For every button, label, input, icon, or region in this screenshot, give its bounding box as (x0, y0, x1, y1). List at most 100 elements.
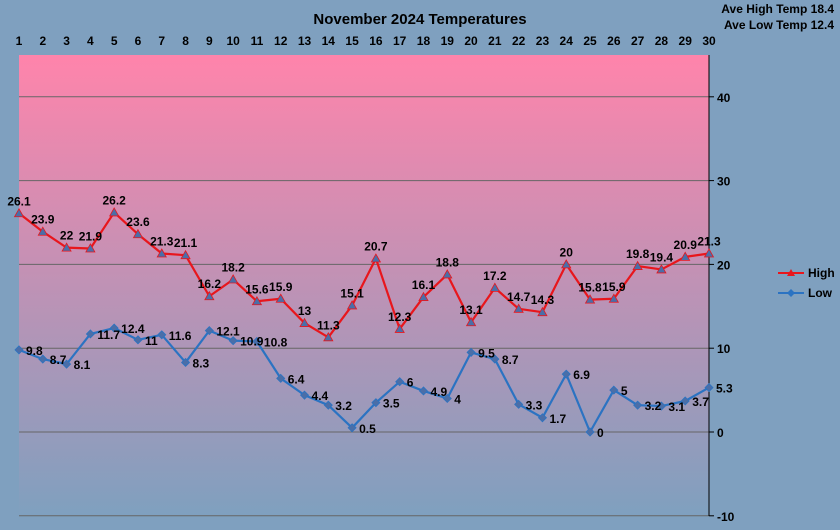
high-data-label: 18.2 (221, 260, 245, 274)
x-tick-label: 29 (679, 34, 693, 48)
x-tick-label: 2 (39, 34, 46, 48)
high-data-label: 15.1 (340, 286, 364, 300)
low-point (704, 383, 714, 393)
high-data-label: 23.6 (126, 215, 150, 229)
high-point (608, 293, 620, 303)
x-tick-label: 15 (345, 34, 359, 48)
high-data-label: 21.9 (79, 229, 103, 243)
y-tick-label: 30 (717, 175, 731, 189)
x-tick-label: 5 (111, 34, 118, 48)
x-tick-label: 6 (135, 34, 142, 48)
low-point (633, 400, 643, 410)
low-data-label: 5 (621, 384, 628, 398)
high-point (346, 300, 358, 310)
high-point (108, 207, 120, 217)
high-point (703, 248, 715, 258)
high-point (204, 290, 215, 301)
legend-item-high: High (778, 266, 835, 280)
x-tick-label: 11 (251, 34, 264, 48)
high-point (180, 249, 191, 260)
x-tick-label: 24 (560, 34, 574, 48)
high-point (370, 253, 382, 263)
low-point (62, 359, 72, 369)
x-tick-label: 23 (536, 34, 550, 48)
legend-high-marker (787, 269, 795, 276)
x-tick-label: 17 (393, 34, 407, 48)
low-point (347, 423, 357, 433)
low-data-label: 9.5 (478, 346, 495, 360)
high-point (323, 331, 334, 342)
legend-low-label: Low (808, 286, 833, 300)
x-tick-label: 20 (464, 34, 478, 48)
low-point (418, 386, 429, 396)
low-data-label: 4.9 (430, 385, 447, 399)
high-data-label: 13 (298, 304, 312, 318)
high-point (37, 226, 48, 236)
low-data-label: 5.3 (716, 382, 733, 396)
high-point (465, 316, 477, 327)
high-data-label: 19.8 (626, 247, 650, 261)
high-data-label: 21.1 (174, 236, 198, 250)
low-data-label: 0.5 (359, 422, 376, 436)
y-tick-label: 20 (717, 258, 731, 272)
x-tick-label: 25 (583, 34, 597, 48)
low-point (395, 377, 405, 387)
high-data-label: 23.9 (31, 213, 55, 227)
low-point (14, 345, 24, 355)
high-data-label: 12.3 (388, 310, 412, 324)
low-point (180, 357, 191, 368)
x-axis-ticks: 1 2 3 4 5 6 7 8 9 10 11 12 13 14 15 16 17 18 19 20 21 22 23 24 2… (16, 34, 716, 48)
low-point (680, 396, 690, 406)
x-tick-label: 13 (298, 34, 312, 48)
high-point (132, 228, 144, 239)
x-tick-label: 3 (63, 34, 70, 48)
high-data-label: 13.1 (459, 303, 483, 317)
x-tick-label: 14 (322, 34, 336, 48)
high-data-label: 16.1 (412, 278, 436, 292)
low-data-label: 1.7 (549, 412, 566, 426)
high-point (489, 282, 501, 292)
high-data-label: 15.8 (578, 281, 602, 295)
high-data-label: 20 (560, 245, 574, 259)
low-data-label: 11 (145, 334, 158, 348)
x-tick-label: 27 (631, 34, 645, 48)
low-point (371, 398, 381, 408)
y-tick-label: 40 (717, 91, 731, 105)
low-data-label: 10.8 (264, 335, 288, 349)
x-tick-label: 7 (158, 34, 165, 48)
low-data-label: 8.3 (193, 356, 210, 370)
low-point (585, 427, 595, 437)
low-point (109, 323, 119, 333)
x-tick-label: 9 (206, 34, 213, 48)
high-data-label: 16.2 (198, 277, 222, 291)
low-data-label: 12.4 (121, 322, 145, 336)
low-data-label: 0 (597, 426, 604, 440)
low-point (609, 385, 619, 395)
x-tick-label: 8 (182, 34, 189, 48)
chart-title: November 2024 Temperatures (313, 11, 526, 28)
ave-high-temp-label: Ave High Temp 18.4 (721, 2, 834, 16)
high-point (394, 323, 405, 333)
x-tick-label: 10 (226, 34, 240, 48)
low-data-label: 11.6 (169, 329, 192, 343)
high-data-label: 20.7 (364, 240, 388, 254)
data-labels: 26.123.922 21.926.223.621.3 21.116.218.215… (7, 193, 733, 440)
high-data-label: 11.3 (317, 318, 340, 332)
low-data-label: 4 (454, 392, 461, 406)
x-tick-label: 26 (607, 34, 621, 48)
low-point (157, 330, 167, 340)
y-tick-label: -10 (717, 510, 735, 524)
high-point (680, 251, 691, 261)
legend-low-marker (787, 289, 795, 297)
high-data-label: 15.9 (602, 280, 626, 294)
low-point (514, 399, 524, 409)
x-tick-label: 19 (441, 34, 455, 48)
low-point (299, 390, 310, 400)
low-data-label: 4.4 (312, 389, 329, 403)
high-point (442, 269, 453, 279)
high-data-label: 14.7 (507, 290, 531, 304)
x-tick-label: 21 (488, 34, 502, 48)
x-tick-label: 1 (16, 34, 23, 48)
high-point (299, 317, 310, 327)
low-point (561, 369, 571, 379)
